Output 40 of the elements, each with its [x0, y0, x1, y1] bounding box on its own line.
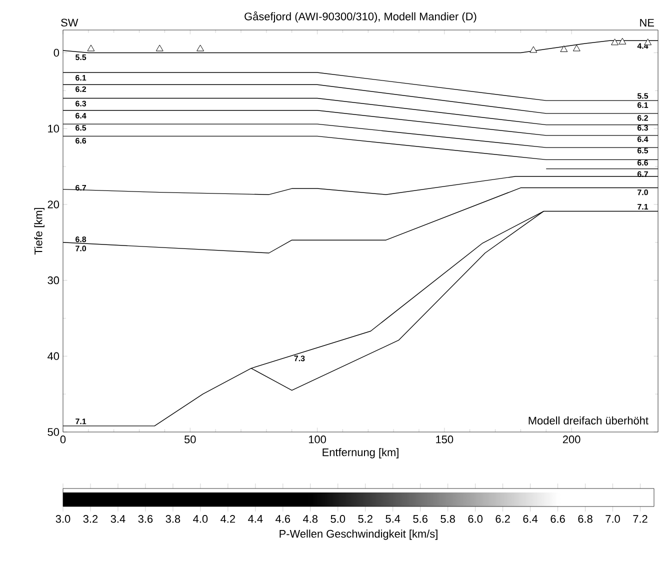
color-bar-label: 5.6 [413, 515, 428, 523]
color-bar-label: 5.8 [440, 515, 455, 523]
x-tick-label: 100 [308, 436, 326, 444]
y-tick-label: 30 [48, 276, 60, 284]
color-bar-label: 4.4 [248, 515, 263, 523]
annotation: Modell dreifach überhöht [528, 416, 648, 424]
color-bar-label: 4.6 [276, 515, 290, 523]
x-tick-label: 200 [562, 436, 580, 444]
x-tick-label: 0 [60, 436, 66, 444]
x-axis-title: Entfernung [km] [322, 448, 398, 458]
color-bar-label: 6.6 [550, 515, 565, 523]
color-bar-label: 3.8 [166, 515, 180, 523]
text: NE [640, 18, 654, 26]
y-axis-title: Tiefe [km] [34, 208, 44, 255]
color-bar-label: 6.4 [523, 515, 538, 523]
color-bar-label: 6.0 [468, 515, 483, 523]
y-tick-label: 0 [54, 48, 60, 57]
color-bar-label: 5.4 [386, 515, 400, 523]
y-tick-label: 50 [48, 428, 60, 436]
y-tick-label: 40 [48, 352, 60, 360]
color-bar-label: 3.0 [56, 515, 70, 523]
color-bar-label: 6.8 [578, 515, 592, 523]
color-bar-label: 4.2 [220, 515, 235, 523]
y-tick-label: 20 [48, 200, 60, 208]
color-bar-label: 5.0 [330, 515, 346, 523]
chart-title: Gåsefjord (AWI-90300/310), Modell Mandier (D) [244, 11, 476, 22]
color-bar-label: 4.8 [303, 515, 318, 523]
color-bar-label: 7.2 [633, 515, 648, 523]
color-bar-label: 5.2 [358, 515, 372, 523]
x-tick-label: 150 [436, 436, 454, 444]
color-bar-label: 3.2 [83, 515, 98, 523]
color-bar-label: 7.0 [606, 515, 620, 523]
color-bar-label: 3.6 [138, 515, 153, 523]
color-bar-title: P-Wellen Geschwindigkeit [km/s] [280, 530, 438, 540]
color-bar-label: 6.2 [496, 515, 510, 523]
color-bar-label: 3.4 [110, 515, 126, 523]
text: SW [61, 18, 78, 26]
y-tick-label: 10 [48, 124, 60, 132]
x-tick-label: 50 [184, 436, 196, 444]
color-bar-label: 4.0 [193, 515, 208, 523]
